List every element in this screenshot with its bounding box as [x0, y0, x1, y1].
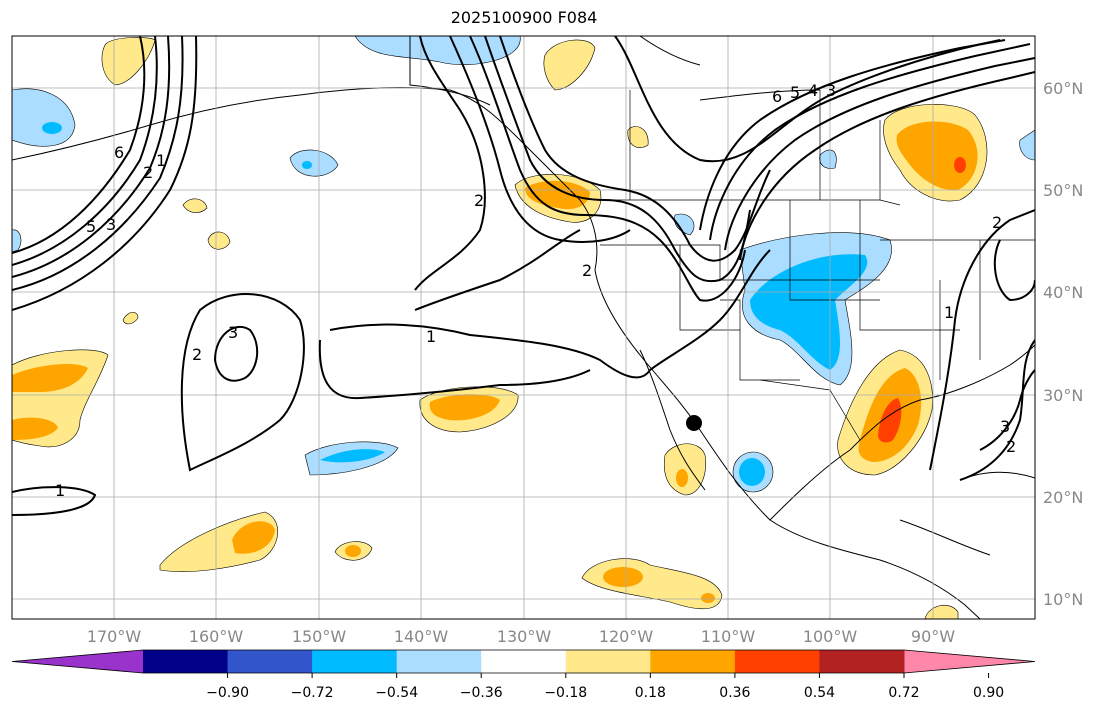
contour-label: 2	[474, 191, 484, 210]
contour-label: 1	[944, 303, 954, 322]
contour-label: 2	[192, 345, 202, 364]
lat-label: 20°N	[1043, 488, 1083, 507]
map-title: 2025100900 F084	[450, 8, 598, 27]
lat-label: 30°N	[1043, 386, 1083, 405]
lat-label: 60°N	[1043, 79, 1083, 98]
colorbar-swatch	[734, 650, 820, 673]
colorbar-tick-label: −0.90	[206, 685, 249, 701]
contour-label: 2	[1006, 437, 1016, 456]
contour-label: 6	[772, 87, 782, 106]
latitude-labels: 60°N 50°N 40°N 30°N 20°N 10°N	[1043, 79, 1083, 609]
anomaly-shading	[12, 36, 1035, 619]
colorbar-swatch	[143, 650, 229, 673]
contour-label: 3	[106, 215, 116, 234]
map-frame	[11, 35, 1036, 620]
lon-label: 170°W	[87, 627, 142, 646]
colorbar-tick-label: −0.18	[544, 685, 587, 701]
colorbar-outline	[11, 649, 1036, 674]
lon-label: 120°W	[599, 627, 654, 646]
contour-label: 2	[582, 261, 592, 280]
colorbar-swatch	[650, 650, 736, 673]
contour-label: 1	[426, 327, 436, 346]
lon-label: 130°W	[497, 627, 552, 646]
storm-center-marker	[686, 415, 702, 431]
lon-label: 160°W	[189, 627, 244, 646]
lat-label: 40°N	[1043, 283, 1083, 302]
colorbar-tick-label: −0.72	[291, 685, 334, 701]
graticule	[12, 36, 1035, 619]
colorbar-tick-label: 0.36	[719, 685, 750, 701]
contour-label: 4	[808, 81, 818, 100]
colorbar-extend-low	[12, 650, 143, 673]
contour-lines	[12, 36, 1035, 516]
political-borders	[600, 90, 1035, 441]
colorbar-swatch	[227, 650, 313, 673]
colorbar-swatch	[819, 650, 905, 673]
colorbar-extend-high	[904, 650, 1035, 673]
longitude-labels: 170°W 160°W 150°W 140°W 130°W 120°W 110°…	[87, 627, 955, 646]
colorbar-tick-label: 0.18	[635, 685, 666, 701]
contour-label: 1	[55, 481, 65, 500]
colorbar: −0.90 −0.72 −0.54 −0.36 −0.18 0.18 0.36 0.54 0.7…	[11, 649, 1036, 701]
contour-label: 1	[156, 151, 166, 170]
contour-label: 3	[826, 81, 836, 100]
colorbar-swatch	[565, 650, 651, 673]
colorbar-swatch	[481, 650, 567, 673]
colorbar-swatch	[312, 650, 398, 673]
contour-label: 2	[143, 163, 153, 182]
lon-label: 140°W	[394, 627, 449, 646]
colorbar-tick-label: 0.90	[973, 685, 1004, 701]
colorbar-tick-label: −0.36	[460, 685, 503, 701]
contour-labels: 1 1 2 3 2 2 1 2 3 5 6 6 5 4 3 2 3 2 1	[55, 81, 1016, 500]
lon-label: 110°W	[701, 627, 756, 646]
lat-label: 10°N	[1043, 590, 1083, 609]
lat-label: 50°N	[1043, 181, 1083, 200]
contour-label: 3	[228, 323, 238, 342]
colorbar-tick-label: −0.54	[375, 685, 418, 701]
contour-label: 5	[790, 83, 800, 102]
contour-label: 3	[1000, 417, 1010, 436]
colorbar-tick-label: 0.72	[888, 685, 919, 701]
lon-label: 100°W	[803, 627, 858, 646]
contour-label: 2	[992, 213, 1002, 232]
contour-label: 6	[114, 143, 124, 162]
lon-label: 90°W	[911, 627, 955, 646]
lon-label: 150°W	[292, 627, 347, 646]
contour-label: 5	[86, 217, 96, 236]
colorbar-swatch	[396, 650, 482, 673]
colorbar-tick-label: 0.54	[804, 685, 835, 701]
map-area	[12, 36, 1035, 619]
